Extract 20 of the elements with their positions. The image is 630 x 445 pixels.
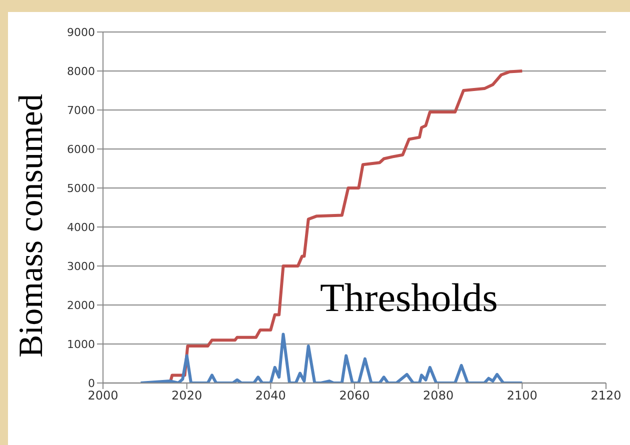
y-tick-label: 6000 [67, 142, 95, 156]
x-tick-label: 2080 [423, 388, 454, 403]
line-series [139, 332, 524, 383]
y-tick-label: 9000 [67, 26, 95, 39]
y-tick-label: 2000 [67, 298, 95, 312]
y-tick-label: 5000 [67, 182, 95, 195]
y-tick-label: 8000 [67, 64, 95, 78]
x-tick-label: 2040 [255, 388, 286, 403]
x-tick-label: 2100 [506, 388, 538, 403]
x-tick-label: 2060 [339, 388, 370, 403]
x-tick-label: 2020 [172, 388, 202, 403]
y-tick-label: 1000 [67, 338, 95, 351]
y-tick-label: 0 [88, 376, 95, 390]
y-tick-label: 4000 [67, 220, 95, 234]
x-tick-label: 2120 [590, 388, 622, 403]
y-axis-title: Biomass consumed [13, 94, 50, 358]
series-label: Thresholds [320, 274, 498, 321]
x-tick-label: 2000 [88, 388, 118, 403]
y-tick-label: 3000 [67, 260, 95, 273]
y-tick-label: 7000 [67, 104, 95, 117]
